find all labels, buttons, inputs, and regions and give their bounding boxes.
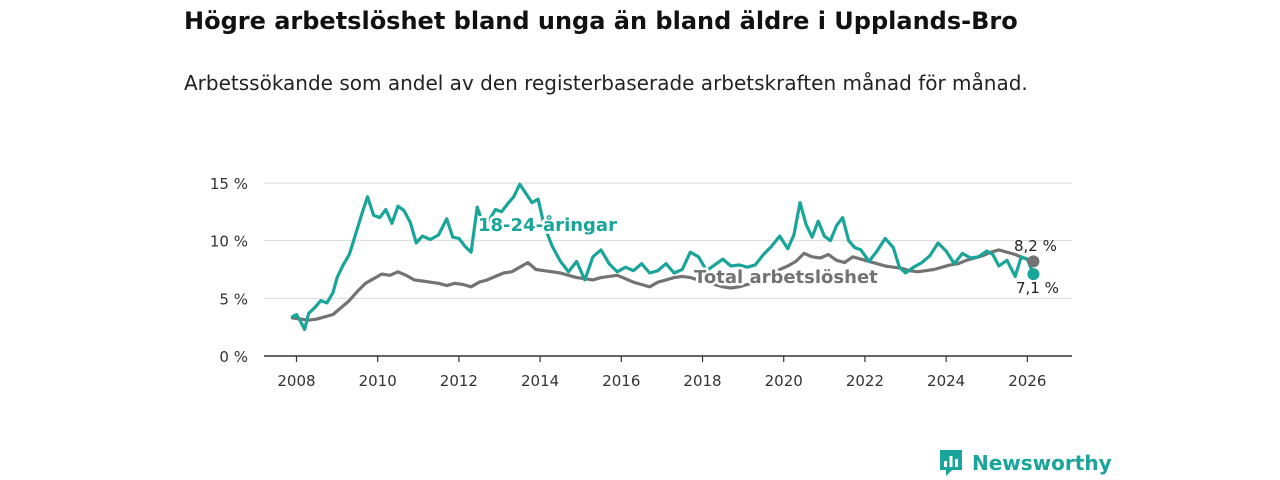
brand-name: Newsworthy bbox=[972, 451, 1112, 475]
x-tick-label: 2020 bbox=[765, 372, 803, 390]
total-series-annotation-halo: Total arbetslöshet bbox=[694, 267, 878, 288]
youth-endpoint bbox=[1027, 268, 1040, 281]
y-tick-label: 0 % bbox=[219, 348, 248, 366]
axis-layer: 0 % 5 % 10 % 15 % 2008 2010 2012 2014 2016 2018 20… bbox=[210, 175, 1072, 390]
y-tick-label: 15 % bbox=[210, 175, 248, 193]
x-tick-label: 2014 bbox=[521, 372, 559, 390]
x-tick-label: 2012 bbox=[440, 372, 478, 390]
chart-title: Högre arbetslöshet bland unga än bland ä… bbox=[184, 7, 1018, 35]
line-chart: 0 % 5 % 10 % 15 % 2008 2010 2012 2014 2016 2018 20… bbox=[210, 175, 1072, 390]
series-layer bbox=[290, 182, 1040, 332]
youth-end-label: 7,1 % bbox=[1016, 279, 1059, 297]
y-tick-label: 5 % bbox=[219, 290, 248, 308]
x-tick-label: 2026 bbox=[1008, 372, 1046, 390]
youth-series-annotation-halo: 18-24-åringar bbox=[478, 214, 617, 236]
youth-series-line bbox=[290, 182, 1036, 332]
youth-series-annotation: 18-24-åringar bbox=[478, 214, 617, 236]
total-endpoint bbox=[1027, 255, 1040, 268]
y-tick-label: 10 % bbox=[210, 233, 248, 251]
x-tick-label: 2024 bbox=[927, 372, 965, 390]
label-layer: 7,1 %8,2 %18-24-åringar18-24-åringarTota… bbox=[476, 212, 1059, 298]
newsworthy-logo: Newsworthy bbox=[938, 448, 1112, 478]
x-tick-label: 2022 bbox=[846, 372, 884, 390]
x-tick-label: 2008 bbox=[277, 372, 315, 390]
x-tick-label: 2018 bbox=[683, 372, 721, 390]
grid-layer bbox=[264, 182, 1072, 299]
total-series-annotation: Total arbetslöshet bbox=[694, 267, 878, 288]
x-tick-label: 2016 bbox=[602, 372, 640, 390]
bar-chart-icon bbox=[940, 450, 962, 476]
total-end-label: 8,2 % bbox=[1014, 237, 1057, 255]
chart-subtitle: Arbetssökande som andel av den registerb… bbox=[184, 71, 1028, 95]
x-tick-label: 2010 bbox=[359, 372, 397, 390]
